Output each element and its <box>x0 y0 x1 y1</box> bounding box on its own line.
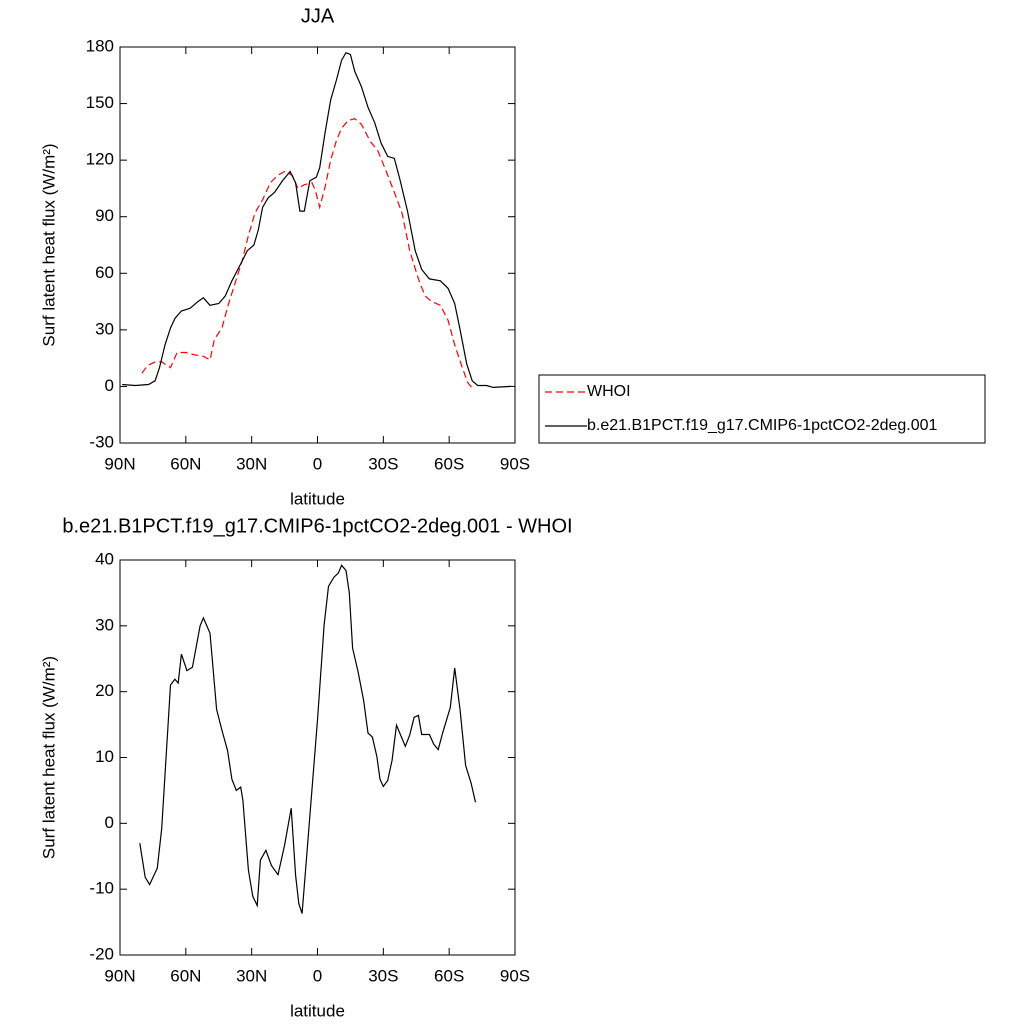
y-tick-label: 30 <box>95 319 114 338</box>
y-tick-label: 40 <box>95 549 114 568</box>
data-line <box>122 51 511 389</box>
x-tick-label: 90S <box>500 454 530 473</box>
chart-panel: JJA latitude Surf latent heat flux (W/m²) -… <box>39 5 986 508</box>
chart-title: JJA <box>301 5 335 27</box>
x-tick-label: 30N <box>236 966 267 985</box>
y-tick-label: 10 <box>95 747 114 766</box>
x-tick-label: 30S <box>368 454 398 473</box>
x-tick-label: 0 <box>313 454 322 473</box>
chart-title: b.e21.B1PCT.f19_g17.CMIP6-1pctCO2-2deg.0… <box>62 515 572 537</box>
y-tick-label: 0 <box>105 813 114 832</box>
y-tick-label: 90 <box>95 206 114 225</box>
x-axis-label: latitude <box>290 489 345 508</box>
y-tick-label: 120 <box>86 150 114 169</box>
x-tick-label: 90N <box>104 454 135 473</box>
legend-label: WHOI <box>587 383 631 400</box>
y-axis-label: Surf latent heat flux (W/m²) <box>39 656 58 859</box>
chart-panel: b.e21.B1PCT.f19_g17.CMIP6-1pctCO2-2deg.0… <box>39 515 572 1020</box>
legend-label: b.e21.B1PCT.f19_g17.CMIP6-1pctCO2-2deg.0… <box>587 417 938 434</box>
y-tick-label: 150 <box>86 93 114 112</box>
x-tick-label: 60N <box>170 454 201 473</box>
data-line <box>141 118 474 390</box>
plot-frame <box>119 559 516 956</box>
y-tick-label: 60 <box>95 263 114 282</box>
y-tick-label: 0 <box>105 376 114 395</box>
legend: WHOI b.e21.B1PCT.f19_g17.CMIP6-1pctCO2-2d… <box>538 374 986 444</box>
x-tick-label: 30N <box>236 454 267 473</box>
x-tick-label: 60N <box>170 966 201 985</box>
y-tick-label: 180 <box>86 36 114 55</box>
plot-frame <box>119 46 516 444</box>
x-tick-label: 90S <box>500 966 530 985</box>
x-axis-label: latitude <box>290 1001 345 1020</box>
x-tick-label: 30S <box>368 966 398 985</box>
y-axis-label: Surf latent heat flux (W/m²) <box>39 143 58 346</box>
y-tick-label: -10 <box>89 879 114 898</box>
x-tick-label: 90N <box>104 966 135 985</box>
x-tick-label: 60S <box>434 966 464 985</box>
x-tick-label: 0 <box>313 966 322 985</box>
y-tick-label: -20 <box>89 944 114 963</box>
data-line <box>139 564 477 914</box>
x-tick-label: 60S <box>434 454 464 473</box>
legend-box <box>538 374 986 444</box>
y-tick-label: -30 <box>89 432 114 451</box>
y-tick-label: 20 <box>95 681 114 700</box>
y-tick-label: 30 <box>95 615 114 634</box>
